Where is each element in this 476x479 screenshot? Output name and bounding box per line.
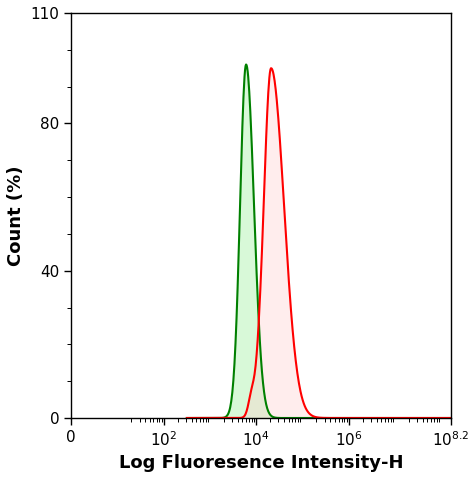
Y-axis label: Count (%): Count (%): [7, 165, 25, 266]
X-axis label: Log Fluoresence Intensity-H: Log Fluoresence Intensity-H: [119, 454, 403, 472]
